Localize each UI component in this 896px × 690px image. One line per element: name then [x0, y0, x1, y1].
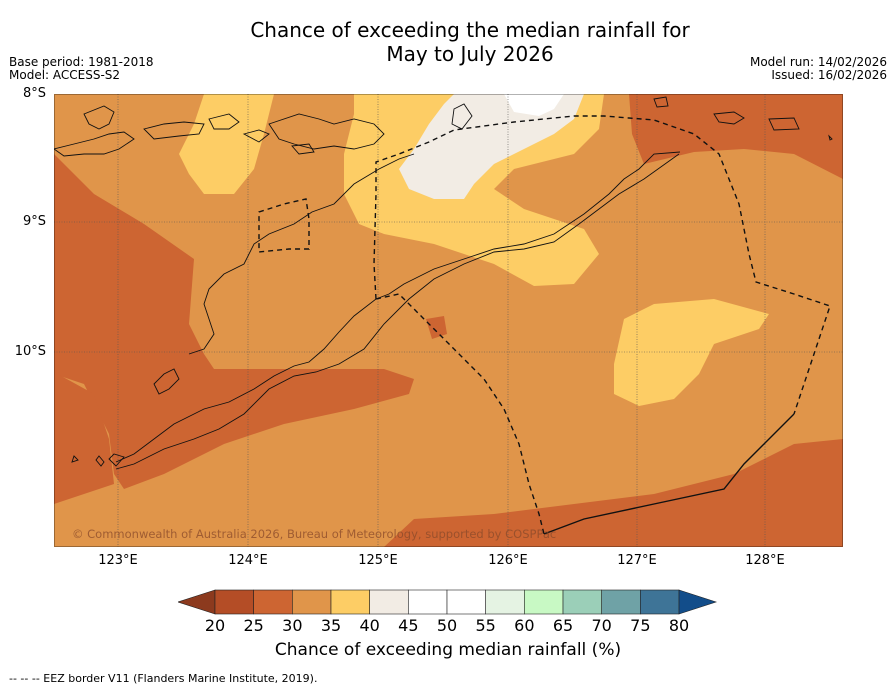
lat-label-10s: 10°S: [14, 344, 46, 359]
colorbar-segment-40-45: [369, 589, 409, 615]
colorbar-tick-30: 30: [282, 616, 303, 635]
lon-label-123e: 123°E: [98, 553, 138, 568]
band-25-30-west: [54, 154, 414, 489]
colorbar-tick-20: 20: [204, 616, 226, 635]
colorbar-segment-35-40: [330, 589, 370, 615]
colorbar-segment-65-70: [562, 589, 602, 615]
base-period: Base period: 1981-2018: [9, 55, 154, 69]
colorbar-segment-50-55: [446, 589, 486, 615]
colorbar-tick-50: 50: [436, 616, 458, 635]
band-25-30-southeast: [384, 439, 843, 547]
colorbar-tick-70: 70: [591, 616, 612, 635]
colorbar-tick-75: 75: [630, 616, 651, 635]
colorbar: [178, 589, 718, 615]
colorbar-segment-55-60: [485, 589, 525, 615]
colorbar-tick-40: 40: [359, 616, 380, 635]
copyright-note: © Commonwealth of Australia 2026, Bureau…: [72, 527, 557, 541]
colorbar-segment-60-65: [524, 589, 564, 615]
colorbar-segment-20-25: [214, 589, 254, 615]
colorbar-extend-low: [178, 589, 216, 615]
band-35-40-northwest: [179, 94, 274, 194]
colorbar-tick-80: 80: [668, 616, 690, 635]
band-25-30-small: [426, 316, 447, 339]
colorbar-extend-high: [678, 589, 718, 615]
colorbar-segment-30-35: [292, 589, 332, 615]
lon-label-126e: 126°E: [488, 553, 528, 568]
gridlines: [54, 94, 843, 547]
colorbar-tick-35: 35: [320, 616, 342, 635]
colorbar-tick-65: 65: [552, 616, 574, 635]
meta-left: Base period: 1981-2018 Model: ACCESS-S2: [9, 56, 154, 82]
lon-label-125e: 125°E: [358, 553, 398, 568]
model-run: Model run: 14/02/2026: [749, 55, 887, 69]
band-35-40-east: [614, 299, 769, 406]
colorbar-title: Chance of exceeding median rainfall (%): [274, 640, 622, 660]
band-25-30-west-bottom: [54, 372, 114, 504]
eez-footnote: -- -- -- EEZ border V11 (Flanders Marine…: [9, 672, 318, 685]
lon-label-127e: 127°E: [617, 553, 657, 568]
lon-label-124e: 124°E: [228, 553, 268, 568]
lat-label-8s: 8°S: [22, 86, 46, 101]
colorbar-segment-70-75: [601, 589, 641, 615]
model-name: Model: ACCESS-S2: [9, 68, 121, 82]
band-45-55: [504, 94, 564, 116]
meta-right: Model run: 14/02/2026 Issued: 16/02/2026: [750, 56, 887, 82]
title-line-2: May to July 2026: [386, 42, 554, 66]
colorbar-tick-25: 25: [243, 616, 264, 635]
band-35-40-central: [344, 94, 604, 286]
colorbar-tick-55: 55: [475, 616, 496, 635]
band-25-30-northeast: [629, 94, 843, 179]
issued-date: Issued: 16/02/2026: [771, 68, 887, 82]
colorbar-tick-60: 60: [514, 616, 535, 635]
map-title: Chance of exceeding the median rainfall …: [0, 18, 896, 66]
lon-label-128e: 128°E: [745, 553, 785, 568]
rainfall-map: [54, 94, 843, 547]
eez-solid: [543, 413, 795, 535]
eez-border: [258, 115, 831, 535]
band-40-45: [399, 94, 584, 199]
colorbar-tick-45: 45: [398, 616, 419, 635]
colorbar-segment-75-80: [640, 589, 680, 615]
colorbar-segment-25-30: [253, 589, 293, 615]
lat-label-9s: 9°S: [22, 214, 46, 229]
colorbar-segment-45-50: [408, 589, 448, 615]
title-line-1: Chance of exceeding the median rainfall …: [250, 18, 690, 42]
